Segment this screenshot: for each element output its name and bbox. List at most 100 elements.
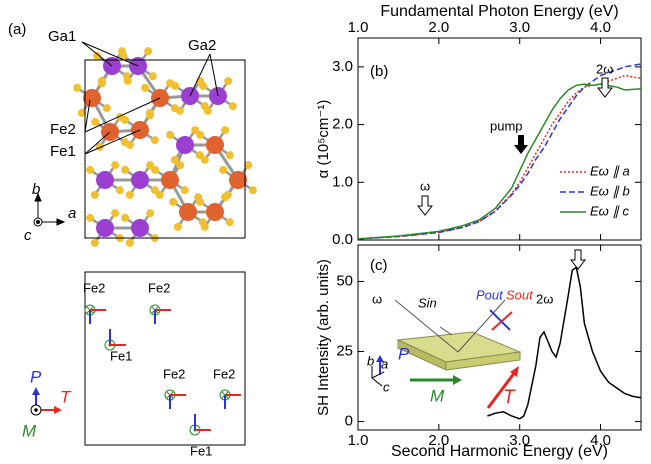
atom: [229, 171, 247, 189]
magnetic-cell: [85, 272, 245, 445]
atom: [91, 239, 99, 247]
annotation: 2ω: [596, 61, 613, 76]
spin-label: Fe2: [163, 366, 185, 381]
legend-symbol: M: [22, 421, 37, 440]
atom: [176, 136, 194, 154]
legend-symbol: T: [60, 387, 72, 406]
spin-label: Fe1: [110, 348, 132, 363]
atom-label: Fe2: [50, 121, 76, 138]
atom: [151, 166, 159, 174]
atom: [96, 219, 114, 237]
atom: [166, 131, 174, 139]
y-axis-label: SH Intensity (arb. units): [315, 259, 332, 416]
axis-label: c: [24, 227, 32, 244]
annotation: Sout: [506, 287, 534, 302]
atom: [199, 82, 207, 90]
x-axis-label: Fundamental Photon Energy (eV): [380, 3, 618, 20]
atom-label: Ga2: [188, 37, 216, 54]
axis-label: a: [68, 205, 76, 222]
annotation: ω: [420, 178, 430, 193]
annotation: ω: [372, 291, 382, 306]
atom-label: Fe1: [50, 143, 76, 160]
figure: (a) Ga1 Ga2 Fe2 Fe1 b a c Fe2 Fe2 Fe1 Fe…: [0, 0, 651, 464]
atom: [176, 107, 184, 115]
atom: [174, 223, 182, 231]
legend-label: Eω ∥ c: [590, 203, 630, 218]
atom: [111, 161, 119, 169]
atom: [224, 77, 232, 85]
atom: [169, 198, 177, 206]
atom: [124, 77, 132, 85]
atom: [149, 72, 157, 80]
spin-label: Fe2: [83, 280, 105, 295]
atom: [229, 102, 237, 110]
annotation: Pout: [476, 287, 504, 302]
atom: [151, 136, 159, 144]
atom: [131, 219, 149, 237]
atom: [121, 116, 129, 124]
atom: [116, 186, 124, 194]
annotation: P: [398, 344, 410, 363]
atom: [96, 143, 104, 151]
annotation: Sin: [418, 295, 437, 310]
atom: [179, 203, 197, 221]
atom: [219, 166, 227, 174]
annotation: b: [367, 353, 374, 368]
mpt-axes: [31, 387, 62, 415]
annotation: T: [503, 387, 516, 408]
legend-symbol: P: [30, 367, 42, 386]
y-tick-label: 3.0: [332, 58, 353, 75]
crystal-axes: [34, 194, 64, 226]
atom: [83, 89, 101, 107]
atom: [156, 191, 164, 199]
atom: [126, 239, 134, 247]
y-tick-label: 0: [345, 413, 353, 430]
atom: [91, 118, 99, 126]
arrow: [418, 196, 432, 215]
spin-label: Fe1: [190, 443, 212, 458]
atom: [73, 84, 81, 92]
atom: [96, 171, 114, 189]
atom: [204, 107, 212, 115]
atom: [196, 198, 204, 206]
atom-label: Ga1: [48, 28, 76, 45]
atom: [111, 209, 119, 217]
sample-inset: [372, 300, 520, 408]
atom: [181, 186, 189, 194]
arrow: [571, 250, 585, 269]
annotation: M: [430, 386, 445, 405]
atom: [121, 166, 129, 174]
atom: [126, 191, 134, 199]
y-tick-label: 0.0: [332, 231, 353, 248]
atom: [141, 84, 149, 92]
atom: [206, 203, 224, 221]
atom: [226, 151, 234, 159]
atom: [144, 47, 152, 55]
y-tick-label: 25: [336, 342, 353, 359]
atom: [126, 141, 134, 149]
atom: [176, 161, 184, 169]
panel-label: (a): [8, 21, 26, 38]
atom: [161, 171, 179, 189]
arrow: [598, 78, 612, 97]
y-axis-label: α (10⁵cm⁻¹): [315, 100, 332, 179]
atom: [221, 126, 229, 134]
arrow: [514, 135, 528, 154]
atom: [201, 223, 209, 231]
annotation: c: [383, 379, 390, 394]
atom: [171, 82, 179, 90]
x-tick-label: 4.0: [590, 19, 611, 36]
x-axis-label: Second Harmonic Energy (eV): [391, 443, 608, 460]
legend-label: Eω ∥ b: [590, 183, 630, 198]
panel-label: (b): [370, 63, 388, 80]
atom: [86, 214, 94, 222]
x-tick-label: 2.0: [428, 19, 449, 36]
x-tick-label: 1.0: [348, 432, 369, 449]
atom: [146, 111, 154, 119]
x-tick-label: 1.0: [348, 19, 369, 36]
annotation: pump: [490, 118, 523, 133]
atom: [206, 136, 224, 154]
annotation: 2ω: [536, 291, 553, 306]
atom: [146, 209, 154, 217]
